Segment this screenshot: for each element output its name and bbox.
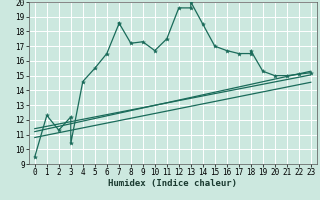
X-axis label: Humidex (Indice chaleur): Humidex (Indice chaleur) [108, 179, 237, 188]
